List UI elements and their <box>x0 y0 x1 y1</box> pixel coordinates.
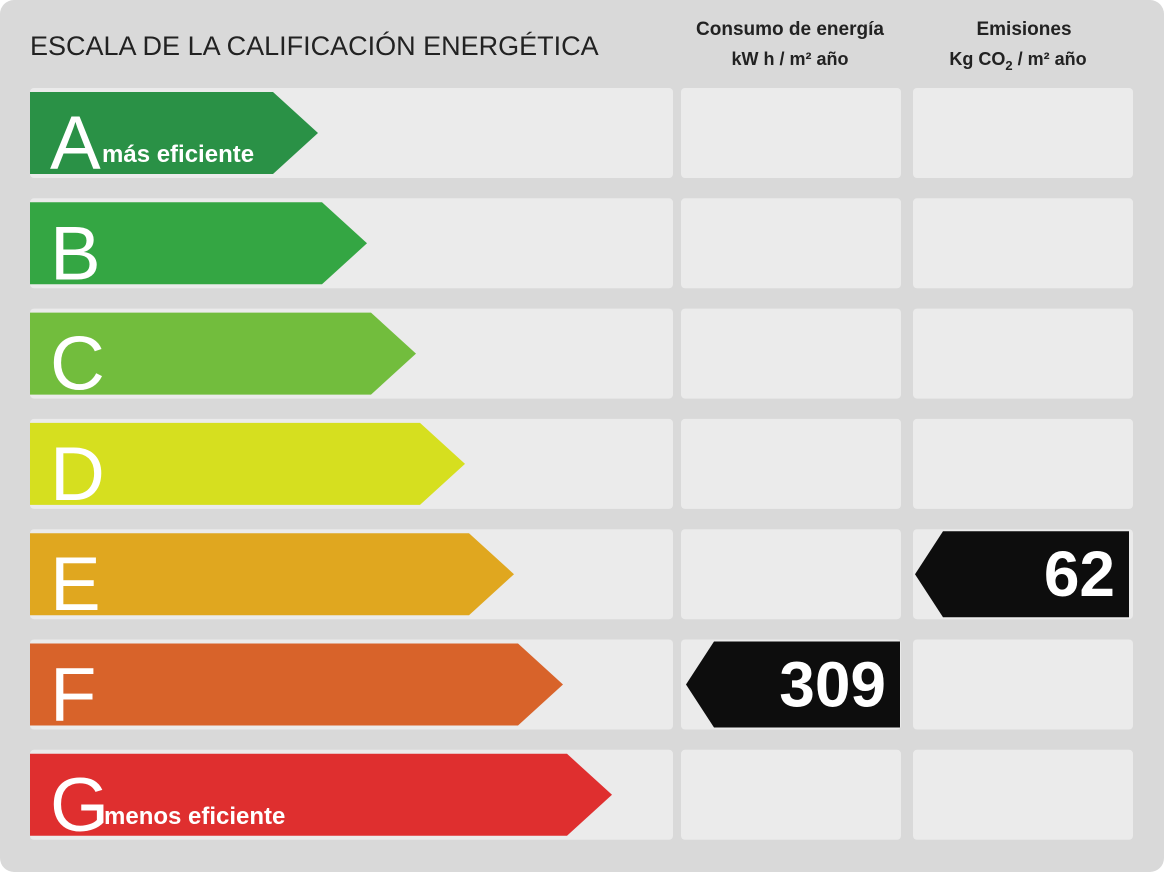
emissions-rating <box>915 531 1129 618</box>
emissions-cell <box>913 88 1133 178</box>
emissions-cell <box>913 639 1133 730</box>
class-letter: F <box>50 653 96 738</box>
class-letter: A <box>50 101 101 186</box>
class-letter: E <box>50 542 101 627</box>
class-arrow <box>30 422 465 505</box>
emissions-unit: Kg CO2 / m² año <box>949 49 1086 73</box>
class-arrow <box>30 92 318 174</box>
consumption-cell <box>681 88 901 178</box>
consumption-value: 309 <box>779 649 886 721</box>
class-letter: G <box>50 763 109 848</box>
consumption-cell <box>681 418 901 509</box>
title: ESCALA DE LA CALIFICACIÓN ENERGÉTICA <box>30 30 599 61</box>
emissions-cell <box>913 749 1133 840</box>
class-arrow <box>30 202 367 285</box>
consumption-cell <box>681 749 901 840</box>
class-letter: B <box>50 211 101 296</box>
class-letter: C <box>50 322 105 407</box>
unit-part: / m² año <box>1013 49 1087 69</box>
emissions-value: 62 <box>1044 538 1115 610</box>
unit-subscript: 2 <box>1005 58 1012 73</box>
consumption-title: Consumo de energía <box>696 19 884 40</box>
consumption-cell <box>681 529 901 620</box>
class-label: más eficiente <box>102 141 254 168</box>
class-arrow <box>30 643 563 726</box>
consumption-rating <box>686 641 900 728</box>
class-arrow <box>30 312 416 395</box>
unit-part: Kg CO <box>949 49 1005 69</box>
emissions-cell <box>913 198 1133 289</box>
consumption-unit: kW h / m² año <box>732 49 849 69</box>
class-arrow <box>30 533 514 616</box>
emissions-title: Emisiones <box>976 19 1071 40</box>
emissions-cell <box>913 308 1133 399</box>
class-label: menos eficiente <box>104 803 285 830</box>
class-arrow <box>30 753 612 836</box>
consumption-cell <box>681 198 901 289</box>
consumption-cell <box>681 308 901 399</box>
class-letter: D <box>50 432 105 517</box>
emissions-cell <box>913 418 1133 509</box>
